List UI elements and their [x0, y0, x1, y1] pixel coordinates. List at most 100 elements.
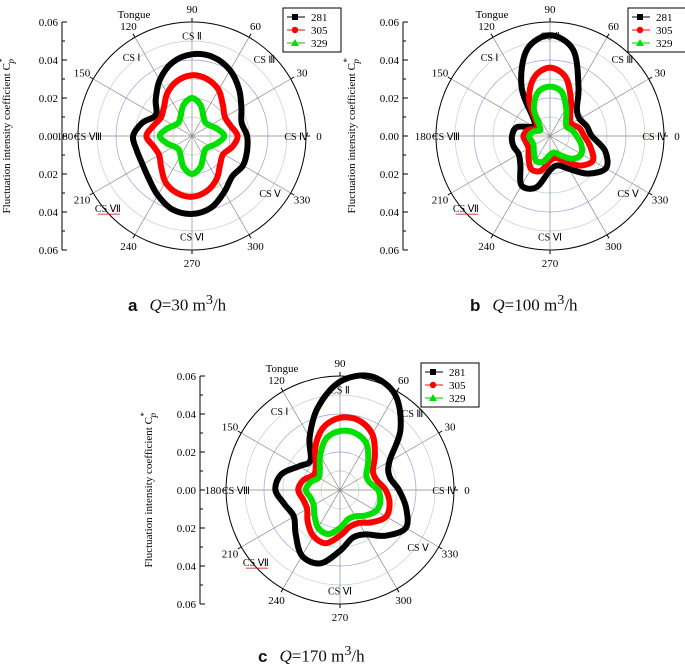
- data-point-305: [523, 140, 529, 145]
- angle-tick: [606, 234, 610, 239]
- data-point-329: [198, 164, 203, 170]
- section-label: CS Ⅰ: [271, 407, 289, 418]
- angle-label: 210: [432, 195, 449, 207]
- data-point-281: [403, 505, 409, 510]
- data-point-329: [569, 127, 575, 133]
- data-point-329: [574, 133, 579, 139]
- y-tick-label: 0.06: [177, 599, 197, 611]
- data-point-329: [198, 102, 203, 108]
- legend-marker-circle: [291, 26, 299, 34]
- data-point-281: [189, 52, 195, 57]
- angle-label: 180: [415, 131, 432, 143]
- data-point-281: [291, 514, 297, 519]
- data-point-305: [151, 123, 156, 128]
- panel-a: 0.06 0.04 0.02 0.00 0.02 0.04 0.06 Fluctuation …: [0, 0, 342, 275]
- data-point-329: [378, 498, 383, 504]
- angle-tick: [438, 430, 443, 434]
- tongue-label: Tongue: [476, 9, 509, 21]
- data-point-305: [337, 415, 343, 420]
- data-point-329: [181, 102, 186, 108]
- data-point-281: [398, 427, 403, 432]
- data-point-305: [174, 190, 179, 196]
- data-point-305: [222, 114, 228, 120]
- data-point-281: [555, 163, 561, 168]
- data-point-305: [301, 497, 306, 503]
- data-point-305: [305, 520, 310, 525]
- y-axis-label: Fluctuation intensity coefficient C*p: [342, 58, 361, 213]
- angle-tick: [248, 33, 252, 38]
- data-point-305: [526, 155, 531, 160]
- angle-label: 180: [57, 131, 74, 143]
- section-label: CS Ⅳ: [642, 132, 667, 143]
- data-point-329: [563, 105, 569, 111]
- y-tick-label: 0.04: [380, 207, 400, 219]
- angle-label: 300: [605, 241, 622, 253]
- angle-label: 30: [654, 68, 666, 80]
- radial-gridline: [241, 432, 341, 491]
- data-point-305: [189, 194, 195, 199]
- radial-gridline: [134, 135, 193, 235]
- data-point-281: [146, 176, 152, 182]
- data-point-281: [315, 405, 321, 410]
- legend-marker-square: [430, 369, 436, 375]
- data-point-329: [552, 150, 557, 155]
- y-axis-label-sup: *: [342, 58, 352, 63]
- data-point-281: [140, 162, 145, 167]
- angle-label: 90: [545, 4, 557, 16]
- data-point-281: [293, 532, 298, 537]
- data-point-281: [584, 123, 589, 129]
- data-point-329: [533, 158, 538, 163]
- data-point-305: [521, 133, 526, 139]
- data-point-329: [203, 147, 208, 152]
- data-point-329: [537, 128, 543, 133]
- y-tick-label: 0.02: [39, 93, 58, 105]
- polar-chart-a: 0.06 0.04 0.02 0.00 0.02 0.04 0.06 Fluctuation …: [0, 4, 342, 270]
- data-point-329: [201, 153, 206, 158]
- data-point-329: [178, 153, 183, 158]
- section-label: CS Ⅳ: [432, 486, 457, 497]
- section-label: CS Ⅰ: [123, 53, 141, 64]
- data-point-281: [509, 133, 515, 139]
- angle-label: 270: [184, 258, 201, 270]
- polar-chart-c: 0.06 0.04 0.02 0.00 0.02 0.04 0.06 Fluctuation …: [139, 358, 480, 624]
- section-label: CS Ⅲ: [612, 55, 634, 66]
- angle-tick: [606, 33, 610, 38]
- y-axis-label: Fluctuation intensity coefficient C*p: [139, 412, 158, 567]
- angle-tick: [490, 234, 494, 239]
- data-point-329: [345, 517, 351, 522]
- data-point-281: [230, 174, 235, 179]
- data-point-281: [157, 77, 162, 83]
- radial-gridline: [549, 135, 608, 235]
- angle-label: 270: [332, 612, 349, 624]
- data-point-281: [570, 47, 576, 52]
- radial-gridline: [241, 489, 341, 548]
- section-label: CS Ⅵ: [538, 232, 562, 243]
- data-point-305: [158, 115, 163, 121]
- data-point-281: [210, 54, 216, 60]
- data-point-305: [321, 425, 326, 430]
- data-point-329: [207, 144, 213, 149]
- legend-marker-triangle: [291, 39, 299, 46]
- section-label: CS Ⅴ: [259, 189, 281, 200]
- data-point-329: [353, 514, 358, 519]
- angle-tick: [396, 387, 400, 392]
- data-point-329: [375, 487, 381, 493]
- angle-label: 300: [247, 241, 264, 253]
- data-point-305: [526, 97, 532, 103]
- data-point-305: [220, 102, 226, 108]
- y-tick-label: 0.02: [39, 169, 58, 181]
- data-point-329: [531, 105, 537, 111]
- data-point-281: [318, 561, 323, 566]
- data-point-281: [279, 472, 284, 477]
- data-point-281: [350, 535, 355, 540]
- angle-tick: [280, 588, 284, 593]
- data-point-329: [537, 123, 542, 128]
- angle-label: 60: [398, 375, 410, 387]
- angle-label: 210: [74, 195, 91, 207]
- data-point-305: [323, 541, 328, 546]
- data-point-305: [163, 179, 168, 185]
- y-tick-label: 0.02: [177, 447, 196, 459]
- data-point-329: [578, 142, 584, 147]
- angle-tick: [648, 192, 653, 196]
- angle-label: 30: [444, 422, 456, 434]
